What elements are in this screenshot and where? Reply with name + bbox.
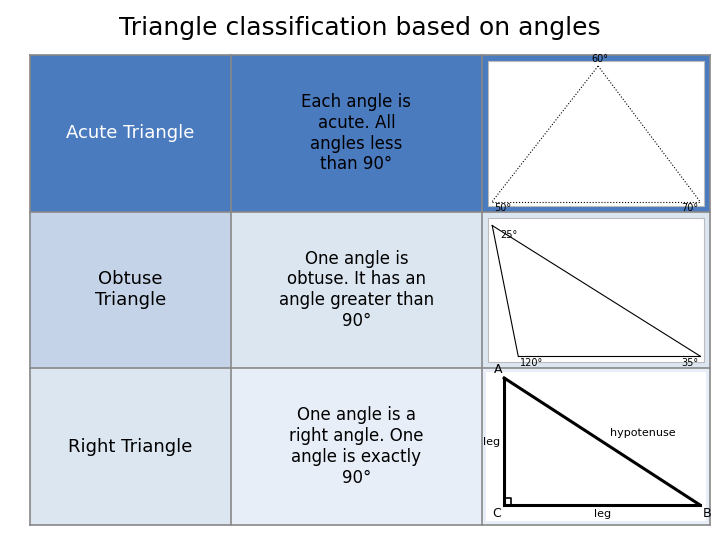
Text: Right Triangle: Right Triangle [68, 437, 192, 456]
Text: 120°: 120° [521, 358, 544, 368]
Text: 50°: 50° [494, 202, 511, 213]
Text: A: A [494, 363, 503, 376]
Text: C: C [492, 507, 501, 520]
Text: Obtuse
Triangle: Obtuse Triangle [94, 271, 166, 309]
Text: 35°: 35° [681, 358, 698, 368]
Bar [488, 218, 704, 362]
Bar [30, 368, 230, 525]
Bar [486, 372, 706, 521]
Text: One angle is a
right angle. One
angle is exactly
90°: One angle is a right angle. One angle is… [289, 406, 423, 487]
Bar [230, 212, 482, 368]
Text: B: B [703, 507, 711, 520]
Bar [482, 55, 710, 212]
Bar [230, 368, 482, 525]
Bar [230, 55, 482, 212]
Bar [30, 212, 230, 368]
Text: hypotenuse: hypotenuse [610, 428, 676, 437]
Text: 70°: 70° [681, 202, 698, 213]
Bar [482, 212, 710, 368]
Text: One angle is
obtuse. It has an
angle greater than
90°: One angle is obtuse. It has an angle gre… [279, 249, 434, 330]
Text: Each angle is
acute. All
angles less
than 90°: Each angle is acute. All angles less tha… [302, 93, 411, 173]
Bar [488, 61, 704, 206]
Text: leg: leg [483, 436, 500, 447]
Bar [482, 368, 710, 525]
Text: 60°: 60° [592, 54, 608, 64]
Text: Acute Triangle: Acute Triangle [66, 124, 194, 142]
Bar [30, 55, 230, 212]
Text: leg: leg [593, 509, 611, 519]
Text: 25°: 25° [500, 230, 518, 240]
Text: Triangle classification based on angles: Triangle classification based on angles [120, 16, 600, 40]
